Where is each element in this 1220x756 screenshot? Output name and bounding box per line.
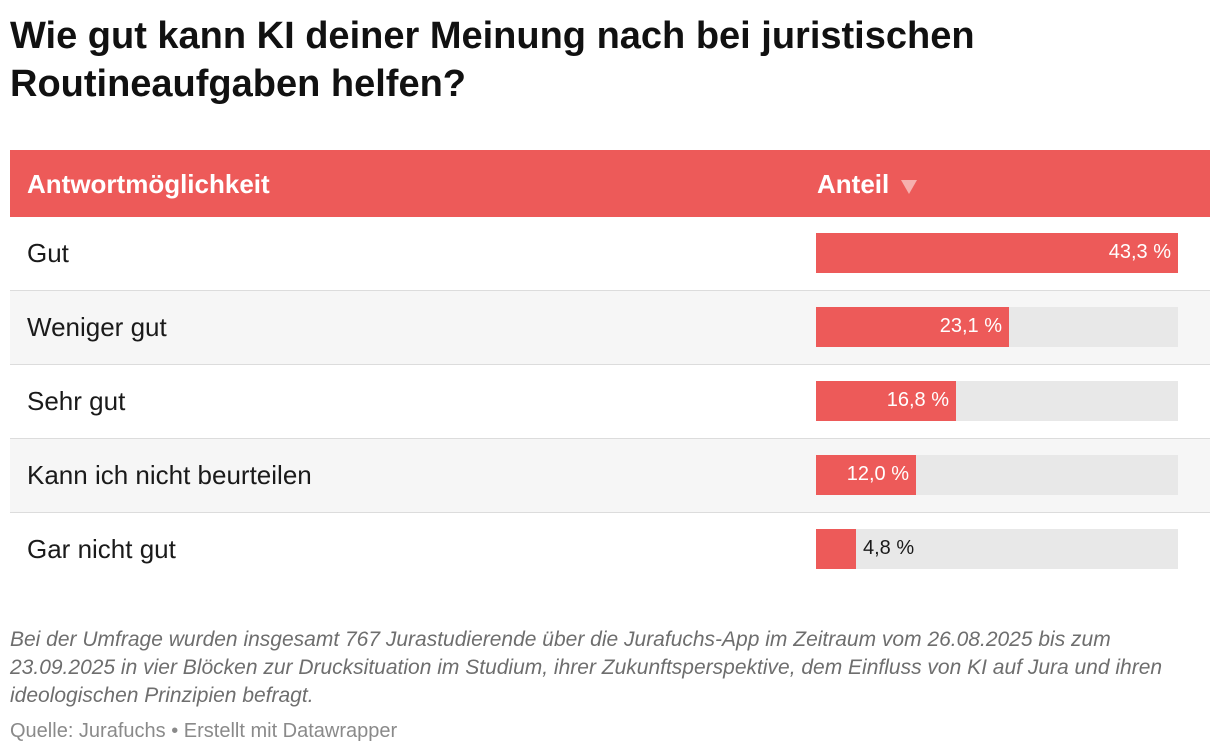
bar-value-label: 16,8 % xyxy=(886,389,949,411)
footer-separator: • xyxy=(171,720,179,742)
sort-desc-icon[interactable] xyxy=(901,179,918,194)
bar-track: 12,0 % xyxy=(816,455,1178,495)
row-label: Kann ich nicht beurteilen xyxy=(27,460,312,490)
chart-footer: Quelle: Jurafuchs • Erstellt mit Datawra… xyxy=(10,720,397,743)
row-label: Weniger gut xyxy=(27,312,167,342)
row-label: Sehr gut xyxy=(27,386,126,416)
bar-value-label: 12,0 % xyxy=(846,463,909,485)
table-row: Sehr gut 16,8 % xyxy=(10,365,1210,439)
bar xyxy=(816,529,856,569)
data-table: Antwortmöglichkeit Anteil Gut 43,3 % Wenig… xyxy=(10,150,1210,587)
column-header-share[interactable]: Anteil xyxy=(817,169,918,200)
table-row: Weniger gut 23,1 % xyxy=(10,291,1210,365)
bar-value-label: 4,8 % xyxy=(863,537,915,559)
table-row: Gar nicht gut 4,8 % xyxy=(10,513,1210,587)
column-header-share-label: Anteil xyxy=(817,169,890,199)
bar-track: 23,1 % xyxy=(816,307,1178,347)
bar xyxy=(816,233,1178,273)
bar-value-label: 23,1 % xyxy=(939,315,1002,337)
bar-value-label: 43,3 % xyxy=(1108,241,1171,263)
credit-link[interactable]: Erstellt mit Datawrapper xyxy=(183,720,398,742)
column-header-answer[interactable]: Antwortmöglichkeit xyxy=(27,169,270,199)
bar-track: 43,3 % xyxy=(816,233,1178,273)
row-label: Gar nicht gut xyxy=(27,534,176,564)
source-text: Quelle: Jurafuchs xyxy=(10,720,166,742)
table-header: Antwortmöglichkeit Anteil xyxy=(10,150,1210,217)
chart-notes: Bei der Umfrage wurden insgesamt 767 Jur… xyxy=(10,628,1163,707)
bar-track: 16,8 % xyxy=(816,381,1178,421)
table-row: Kann ich nicht beurteilen 12,0 % xyxy=(10,439,1210,513)
row-label: Gut xyxy=(27,238,69,268)
bar xyxy=(816,455,916,495)
table-body: Gut 43,3 % Weniger gut 23,1 % Sehr gut 16,8 %… xyxy=(10,217,1210,587)
bar-track: 4,8 % xyxy=(816,529,1178,569)
chart-title: Wie gut kann KI deiner Meinung nach bei … xyxy=(10,15,975,105)
bar xyxy=(816,307,1009,347)
bar xyxy=(816,381,956,421)
table-row: Gut 43,3 % xyxy=(10,217,1210,291)
